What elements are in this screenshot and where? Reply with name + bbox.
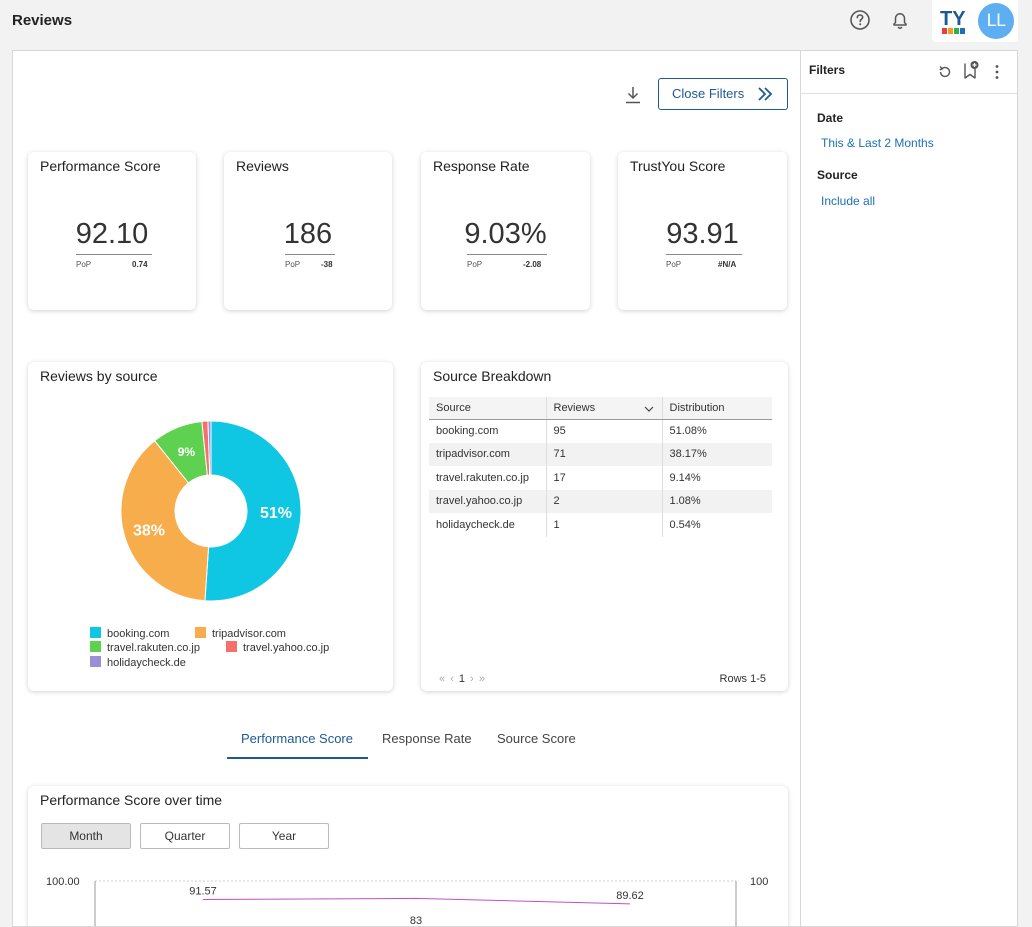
column-header-distribution[interactable]: Distribution	[662, 397, 772, 420]
kpi-card-performance-score: Performance Score 92.10 PoP 0.74	[28, 152, 196, 310]
kpi-pop-label: PoP	[666, 260, 682, 269]
filters-divider	[801, 93, 1017, 94]
kpi-value: 9.03%	[464, 218, 547, 250]
table-row: holidaycheck.de 1 0.54%	[429, 513, 772, 537]
last-page-icon[interactable]: »	[478, 673, 486, 685]
page-title: Reviews	[12, 12, 73, 29]
legend-item: booking.com	[90, 627, 169, 640]
column-header-source[interactable]: Source	[429, 397, 547, 420]
chart-legend: booking.com tripadvisor.com travel.rakut…	[90, 627, 390, 672]
pie-slice-booking-com[interactable]	[204, 420, 302, 602]
kpi-delta: 0.74	[132, 260, 148, 269]
rows-info: Rows 1-5	[719, 673, 766, 685]
kpi-divider	[467, 254, 547, 255]
card-title: Reviews by source	[40, 368, 158, 384]
card-title: Performance Score over time	[40, 792, 223, 808]
source-breakdown-card: Source Breakdown Source Reviews Distribu…	[421, 362, 788, 691]
filters-panel: Filters Date This & Last 2 Months Source…	[800, 50, 1018, 927]
granularity-month-button[interactable]: Month	[41, 823, 131, 849]
sort-chevron-down-icon	[644, 406, 653, 412]
kpi-value: 93.91	[666, 218, 739, 250]
kpi-title: Performance Score	[40, 158, 161, 174]
card-title: Source Breakdown	[433, 368, 552, 384]
kpi-divider	[285, 254, 335, 255]
table-row: tripadvisor.com 71 38.17%	[429, 442, 772, 466]
kpi-title: Response Rate	[433, 158, 530, 174]
help-icon[interactable]	[849, 9, 871, 31]
main-panel: Close Filters Performance Score 92.10 Po…	[12, 50, 801, 927]
kpi-delta: -38	[321, 260, 333, 269]
kpi-delta: #N/A	[718, 260, 737, 269]
download-icon[interactable]	[623, 84, 643, 106]
slice-data-label: 51%	[260, 505, 292, 522]
kpi-divider	[666, 254, 742, 255]
kpi-pop-label: PoP	[76, 260, 92, 269]
close-filters-label: Close Filters	[672, 86, 745, 101]
column-header-reviews[interactable]: Reviews	[546, 397, 663, 420]
table-row: travel.rakuten.co.jp 17 9.14%	[429, 466, 772, 490]
secondary-data-label: 83	[410, 915, 422, 927]
granularity-quarter-button[interactable]: Quarter	[140, 823, 230, 849]
filter-source-value[interactable]: Include all	[821, 194, 876, 208]
kpi-pop-label: PoP	[285, 260, 301, 269]
filter-date-value[interactable]: This & Last 2 Months	[821, 136, 934, 150]
close-filters-button[interactable]: Close Filters	[658, 78, 788, 110]
legend-item: travel.yahoo.co.jp	[226, 641, 329, 654]
next-page-icon[interactable]: ›	[470, 673, 475, 685]
point-data-label: 91.57	[189, 886, 217, 898]
filter-date-label: Date	[817, 111, 844, 125]
table-row: booking.com 95 51.08%	[429, 419, 772, 443]
reviews-by-source-card: Reviews by source 51% 38% 9% booking.com t…	[28, 362, 393, 691]
svg-text:TY: TY	[940, 8, 966, 30]
first-page-icon[interactable]: «	[439, 673, 447, 685]
point-data-label: 89.62	[616, 890, 644, 902]
table-row: travel.yahoo.co.jp 2 1.08%	[429, 489, 772, 513]
performance-score-over-time-card: Performance Score over time	[28, 786, 788, 926]
kpi-card-trustyou-score: TrustYou Score 93.91 PoP #N/A	[618, 152, 787, 310]
reset-icon[interactable]	[937, 64, 953, 80]
bell-icon[interactable]	[889, 9, 911, 31]
filter-source-label: Source	[817, 168, 858, 182]
kpi-pop-label: PoP	[467, 260, 483, 269]
slice-data-label: 9%	[178, 445, 196, 459]
tab-source-score[interactable]: Source Score	[497, 731, 576, 746]
legend-item: tripadvisor.com	[195, 627, 286, 640]
bookmark-add-icon[interactable]	[962, 60, 980, 80]
double-chevron-right-icon	[758, 87, 773, 101]
kpi-delta: -2.08	[523, 260, 542, 269]
legend-item: travel.rakuten.co.jp	[90, 641, 200, 654]
kpi-value: 92.10	[75, 218, 149, 250]
source-breakdown-table: Source Reviews Distribution booking.com …	[429, 397, 772, 537]
kpi-value: 186	[283, 218, 333, 250]
kpi-title: TrustYou Score	[630, 158, 726, 174]
prev-page-icon[interactable]: ‹	[450, 673, 455, 685]
trustyou-logo-icon: TY	[940, 8, 966, 34]
kpi-title: Reviews	[236, 158, 289, 174]
performance-score-line	[202, 897, 631, 905]
granularity-year-button[interactable]: Year	[239, 823, 329, 849]
avatar[interactable]: LL	[978, 3, 1014, 39]
legend-item: holidaycheck.de	[90, 656, 186, 669]
kpi-card-response-rate: Response Rate 9.03% PoP -2.08	[421, 152, 590, 310]
current-page[interactable]: 1	[458, 673, 467, 685]
top-bar: Reviews TY LL	[0, 0, 1032, 42]
kpi-divider	[76, 254, 152, 255]
tab-response-rate[interactable]: Response Rate	[382, 731, 472, 746]
performance-score-line-chart: 100.00 100 91.57 89.62 83	[46, 876, 768, 927]
pie-slice-holidaycheck-de[interactable]	[207, 420, 212, 476]
brand-logo-area: TY LL	[932, 0, 1018, 42]
kpi-card-reviews: Reviews 186 PoP -38	[224, 152, 392, 310]
filters-title: Filters	[809, 63, 846, 77]
y-axis-left-tick-label: 100.00	[46, 876, 80, 888]
active-tab-indicator	[227, 757, 368, 759]
tab-performance-score[interactable]: Performance Score	[241, 731, 353, 746]
reviews-by-source-donut-chart: 51% 38% 9%	[120, 420, 302, 602]
more-options-icon[interactable]	[994, 64, 1000, 80]
y-axis-right-tick-label: 100	[750, 876, 768, 888]
slice-data-label: 38%	[133, 522, 165, 539]
table-pager: « ‹ 1 › »	[439, 673, 486, 685]
